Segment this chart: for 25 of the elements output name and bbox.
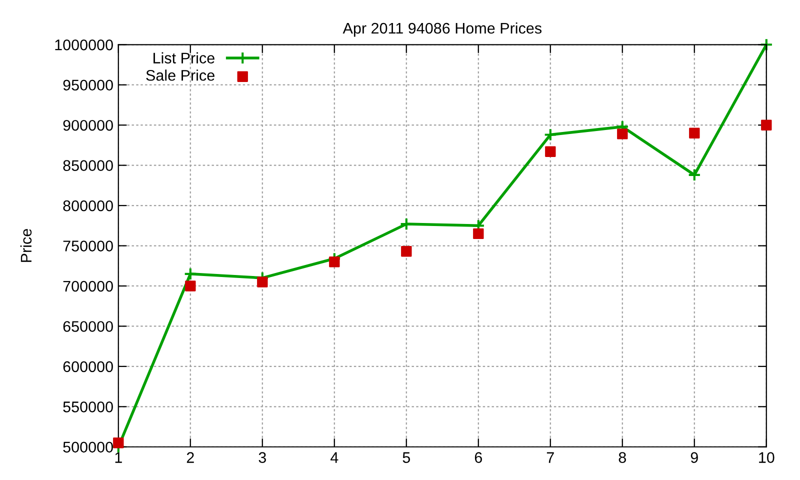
- x-tick-label: 4: [330, 452, 338, 463]
- y-tick-label: 600000: [63, 361, 113, 372]
- y-tick-label: 550000: [63, 402, 113, 412]
- y-tick-label: 900000: [63, 120, 113, 131]
- x-tick-label: 3: [258, 452, 266, 463]
- y-tick-label: 750000: [63, 240, 113, 252]
- legend-label: List Price: [154, 52, 214, 64]
- y-tick-label: 1000000: [55, 40, 113, 50]
- legend-label: Sale Price: [146, 70, 214, 81]
- x-tick-label: 9: [690, 452, 698, 463]
- y-axis-title: Price: [20, 229, 32, 262]
- y-tick-label: 500000: [63, 442, 113, 453]
- x-tick-label: 8: [618, 452, 626, 463]
- y-tick-label: 850000: [63, 160, 113, 171]
- x-tick-label: 7: [546, 452, 554, 463]
- x-tick-label: 5: [402, 452, 410, 463]
- x-tick-label: 1: [115, 452, 122, 463]
- y-tick-label: 700000: [63, 280, 113, 292]
- y-tick-label: 800000: [63, 200, 113, 212]
- y-tick-label: 950000: [63, 80, 113, 91]
- x-tick-label: 10: [759, 452, 774, 463]
- x-tick-label: 2: [186, 452, 194, 463]
- x-tick-label: 6: [474, 452, 482, 463]
- y-tick-label: 650000: [63, 321, 113, 332]
- chart-title: Apr 2011 94086 Home Prices: [342, 22, 542, 37]
